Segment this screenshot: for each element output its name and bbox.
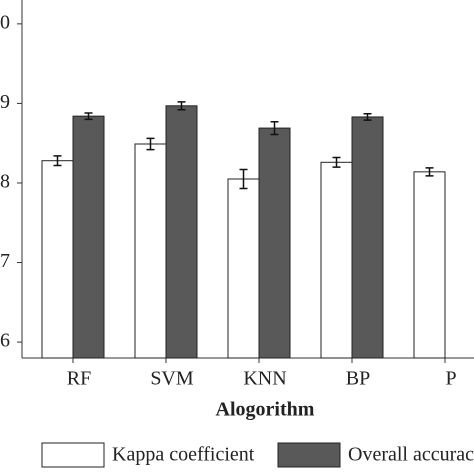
legend-swatch — [41, 442, 105, 468]
y-tick-label: 1.0 — [0, 11, 10, 33]
error-bar — [239, 168, 248, 190]
legend-swatch — [277, 442, 341, 468]
bar — [72, 115, 105, 359]
error-bar — [84, 112, 93, 121]
error-bar — [363, 113, 372, 121]
error-bar — [177, 101, 186, 111]
bar — [320, 161, 353, 359]
error-bar — [146, 137, 155, 151]
x-tick-label: BP — [346, 368, 370, 390]
error-bar — [270, 120, 279, 136]
error-bar — [53, 155, 62, 167]
bar — [134, 143, 167, 359]
legend-label: Kappa coefficient — [112, 444, 255, 466]
y-tick-label: 0.7 — [0, 250, 10, 272]
bar — [258, 127, 291, 359]
y-tick-label: 0.6 — [0, 330, 10, 352]
x-axis-title: Alogorithm — [216, 399, 315, 421]
error-bar — [425, 167, 434, 177]
error-bar — [332, 156, 341, 168]
bar — [41, 160, 74, 359]
y-tick-label: 0.9 — [0, 91, 10, 113]
bar — [413, 171, 446, 359]
bar — [165, 105, 198, 359]
legend-label: Overall accuracy — [348, 444, 474, 466]
bar — [227, 178, 260, 359]
x-tick-label: P — [445, 368, 456, 390]
x-tick-label: RF — [67, 368, 91, 390]
y-tick-label: 0.8 — [0, 171, 10, 193]
x-tick-label: SVM — [150, 368, 194, 390]
bar — [351, 116, 384, 359]
x-tick-label: KNN — [243, 368, 286, 390]
